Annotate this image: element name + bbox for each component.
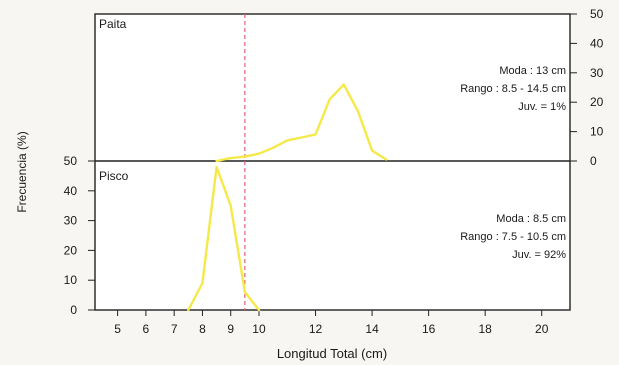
y-tick-label: 10	[64, 273, 78, 287]
y-axis-title: Frecuencia (%)	[15, 131, 29, 212]
series-lines	[187, 83, 388, 312]
x-tick-label: 12	[309, 322, 323, 336]
y-tick-label: 50	[64, 154, 78, 168]
y-tick-label: 40	[590, 36, 604, 50]
paita-moda: Moda : 13 cm	[499, 65, 566, 77]
x-tick-label: 9	[227, 322, 234, 336]
x-tick-label: 7	[171, 322, 178, 336]
x-tick-label: 5	[114, 322, 121, 336]
y-tick-label: 20	[64, 243, 78, 257]
x-tick-label: 14	[365, 322, 379, 336]
y-tick-label: 0	[590, 154, 597, 168]
pisco-juv: Juv. = 92%	[512, 249, 566, 261]
tick-labels: 5 6 7 8 9 10 12 14 16 18 20 0 10 20 30 40 50 0 10 20 30 40 50	[64, 7, 604, 336]
series-line-pisco	[187, 165, 261, 312]
paita-juv: Juv. = 1%	[518, 101, 566, 113]
pisco-rango: Rango : 7.5 - 10.5 cm	[460, 231, 566, 243]
y-tick-label: 30	[64, 214, 78, 228]
y-tick-label: 30	[590, 66, 604, 80]
y-tick-label: 0	[70, 303, 77, 317]
y-tick-label: 50	[590, 7, 604, 21]
panel-name-paita: Paita	[99, 17, 127, 31]
x-tick-label: 20	[535, 322, 549, 336]
x-tick-label: 8	[199, 322, 206, 336]
x-tick-label: 10	[252, 322, 266, 336]
y-tick-label: 20	[590, 95, 604, 109]
pisco-annotations: Moda : 8.5 cm Rango : 7.5 - 10.5 cm Juv.…	[460, 213, 566, 261]
pisco-moda: Moda : 8.5 cm	[496, 213, 566, 225]
x-tick-label: 6	[143, 322, 150, 336]
panel-name-pisco: Pisco	[99, 169, 129, 183]
x-tick-label: 18	[478, 322, 492, 336]
y-tick-label: 10	[590, 125, 604, 139]
y-tick-label: 40	[64, 184, 78, 198]
paita-rango: Rango : 8.5 - 14.5 cm	[460, 83, 566, 95]
paita-annotations: Moda : 13 cm Rango : 8.5 - 14.5 cm Juv. …	[460, 65, 566, 113]
series-line-paita	[215, 83, 388, 163]
x-axis-title: Longitud Total (cm)	[277, 346, 387, 361]
x-tick-label: 16	[422, 322, 436, 336]
plot-frame	[94, 13, 571, 311]
axis-ticks	[88, 13, 577, 316]
